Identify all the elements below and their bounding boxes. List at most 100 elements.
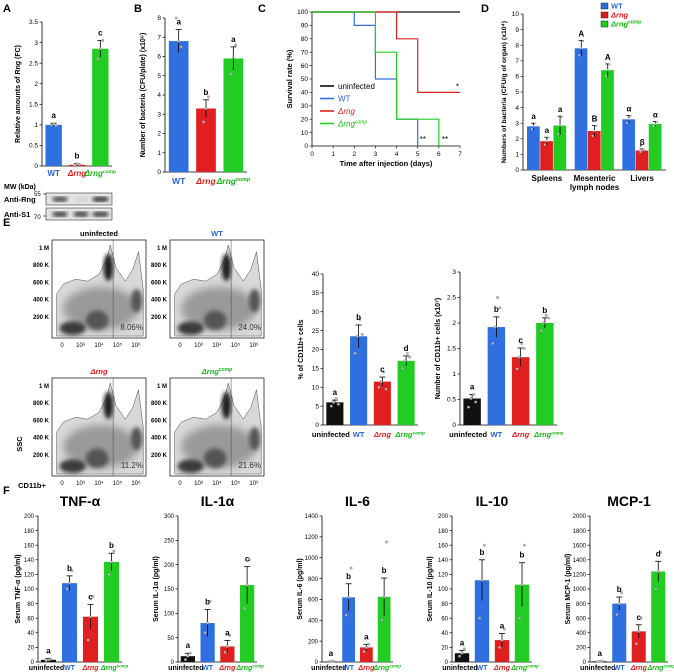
y-tick-label: 3 — [34, 40, 38, 47]
data-point — [329, 660, 333, 663]
y-tick-label: 90 — [301, 23, 309, 30]
blot-band — [74, 197, 88, 202]
sig-annotation: ** — [442, 135, 448, 144]
sig-letter: a — [470, 382, 475, 391]
tick-label-e2-1: WT — [491, 430, 503, 439]
flow-contour-core — [59, 321, 86, 336]
panel-letter-d: D — [481, 3, 489, 15]
sig-letter: d — [404, 344, 409, 353]
flow-contour-mid — [181, 425, 257, 469]
data-point — [229, 72, 233, 76]
data-point — [179, 45, 183, 49]
data-point — [49, 123, 53, 127]
y-tick-label: 100 — [164, 612, 175, 618]
axis-label-f2: Serum IL-1α (pg/ml) — [153, 556, 160, 622]
y-tick-label: 100 — [438, 587, 449, 593]
y-tick-label: 0.5 — [447, 397, 456, 404]
sig-letter: d — [656, 549, 661, 558]
y-tick-label: 140 — [24, 558, 35, 564]
y-tick-label: 20 — [312, 347, 320, 354]
sig-letter: a — [176, 18, 181, 27]
sig-letter: a — [598, 649, 603, 658]
data-point — [204, 107, 208, 110]
data-point — [471, 392, 475, 396]
tick-label-f3-1: WT — [343, 665, 355, 672]
blot-band — [53, 212, 67, 217]
bar-f3-1 — [342, 597, 356, 662]
sig-letter: a — [46, 646, 51, 655]
data-point — [578, 54, 581, 57]
data-point — [49, 657, 53, 661]
tick-label-b-0: WT — [172, 176, 186, 186]
data-point — [615, 613, 619, 616]
bar-b-0 — [168, 41, 189, 172]
data-point — [639, 616, 643, 620]
bar-f1-3 — [103, 561, 120, 662]
axis-label-e2: Number of CD11b+ cells (x10⁷) — [435, 298, 442, 400]
tick-label-f1-3: Δrngcomp — [100, 664, 129, 672]
data-point — [384, 387, 388, 391]
bar-b-2 — [223, 58, 244, 172]
data-point — [228, 633, 232, 637]
y-tick-label: 60 — [301, 63, 309, 70]
data-point — [107, 572, 111, 576]
data-point — [654, 587, 658, 591]
data-point — [337, 402, 340, 406]
sig-letter: a — [225, 629, 230, 638]
y-tick-label: 20 — [301, 116, 309, 123]
sig-letter: a — [364, 632, 369, 641]
data-point — [515, 367, 519, 371]
axis-label-b: Number of bacteria (CFU/plate) (x10⁶) — [140, 33, 147, 158]
bar-e2-3 — [536, 323, 554, 425]
bar-d-0-2 — [553, 125, 567, 170]
flow-contour-core — [103, 391, 114, 420]
y-tick-label: 1600 — [573, 543, 587, 549]
sig-letter: B — [592, 115, 598, 124]
x-tick-label: 7 — [458, 151, 462, 158]
y-tick-label: 30 — [301, 103, 309, 110]
flow-x-tick: 10⁵ — [113, 480, 123, 487]
data-point — [47, 658, 50, 662]
flow-y-tick: 1 M — [39, 384, 49, 390]
data-point — [174, 16, 178, 20]
y-tick-label: 2.5 — [29, 60, 38, 67]
data-point — [225, 644, 229, 648]
bar-a-0 — [45, 124, 62, 166]
tick-label-a-1: Δrng — [67, 169, 86, 178]
data-point — [70, 569, 74, 573]
data-point — [498, 306, 502, 310]
data-point — [656, 570, 660, 573]
data-point — [637, 629, 641, 633]
data-point — [656, 120, 659, 123]
sig-letter: α — [626, 104, 631, 113]
data-point — [347, 595, 351, 599]
data-point — [54, 124, 58, 128]
tick-label-e1-0: uninfected — [312, 430, 350, 439]
y-tick-label: 6 — [157, 54, 161, 61]
flow-contour-core — [203, 448, 227, 469]
data-point — [600, 659, 604, 663]
data-point — [518, 616, 522, 620]
sig-letter: a — [558, 105, 563, 114]
chart-title: IL-10 — [476, 493, 509, 509]
flow-plot-3: Δrngcomp 21.6% 1 M 800 K 600 K 400 K 200 K 0 10³… — [151, 367, 265, 487]
bar-f1-2 — [82, 616, 99, 662]
tick-label-e1-1: WT — [353, 430, 365, 439]
flow-x-tick: 0 — [60, 481, 64, 487]
flow-y-tick: 600 K — [151, 418, 168, 424]
data-point — [385, 540, 388, 544]
bar-e1-1 — [350, 336, 368, 425]
data-point — [652, 124, 655, 128]
data-point — [89, 615, 92, 619]
data-point — [110, 560, 113, 564]
tick-label-f4-1: WT — [477, 665, 489, 672]
y-tick-label: 2000 — [573, 514, 587, 520]
tick-label-f1-1: WT — [64, 665, 76, 672]
sig-letter: b — [382, 566, 387, 575]
flow-x-tick: 10⁴ — [212, 480, 222, 487]
flow-y-tick: 800 K — [33, 401, 50, 407]
data-point — [367, 642, 371, 646]
legend-swatch-0 — [600, 2, 609, 10]
sig-annotation: ** — [420, 135, 426, 144]
